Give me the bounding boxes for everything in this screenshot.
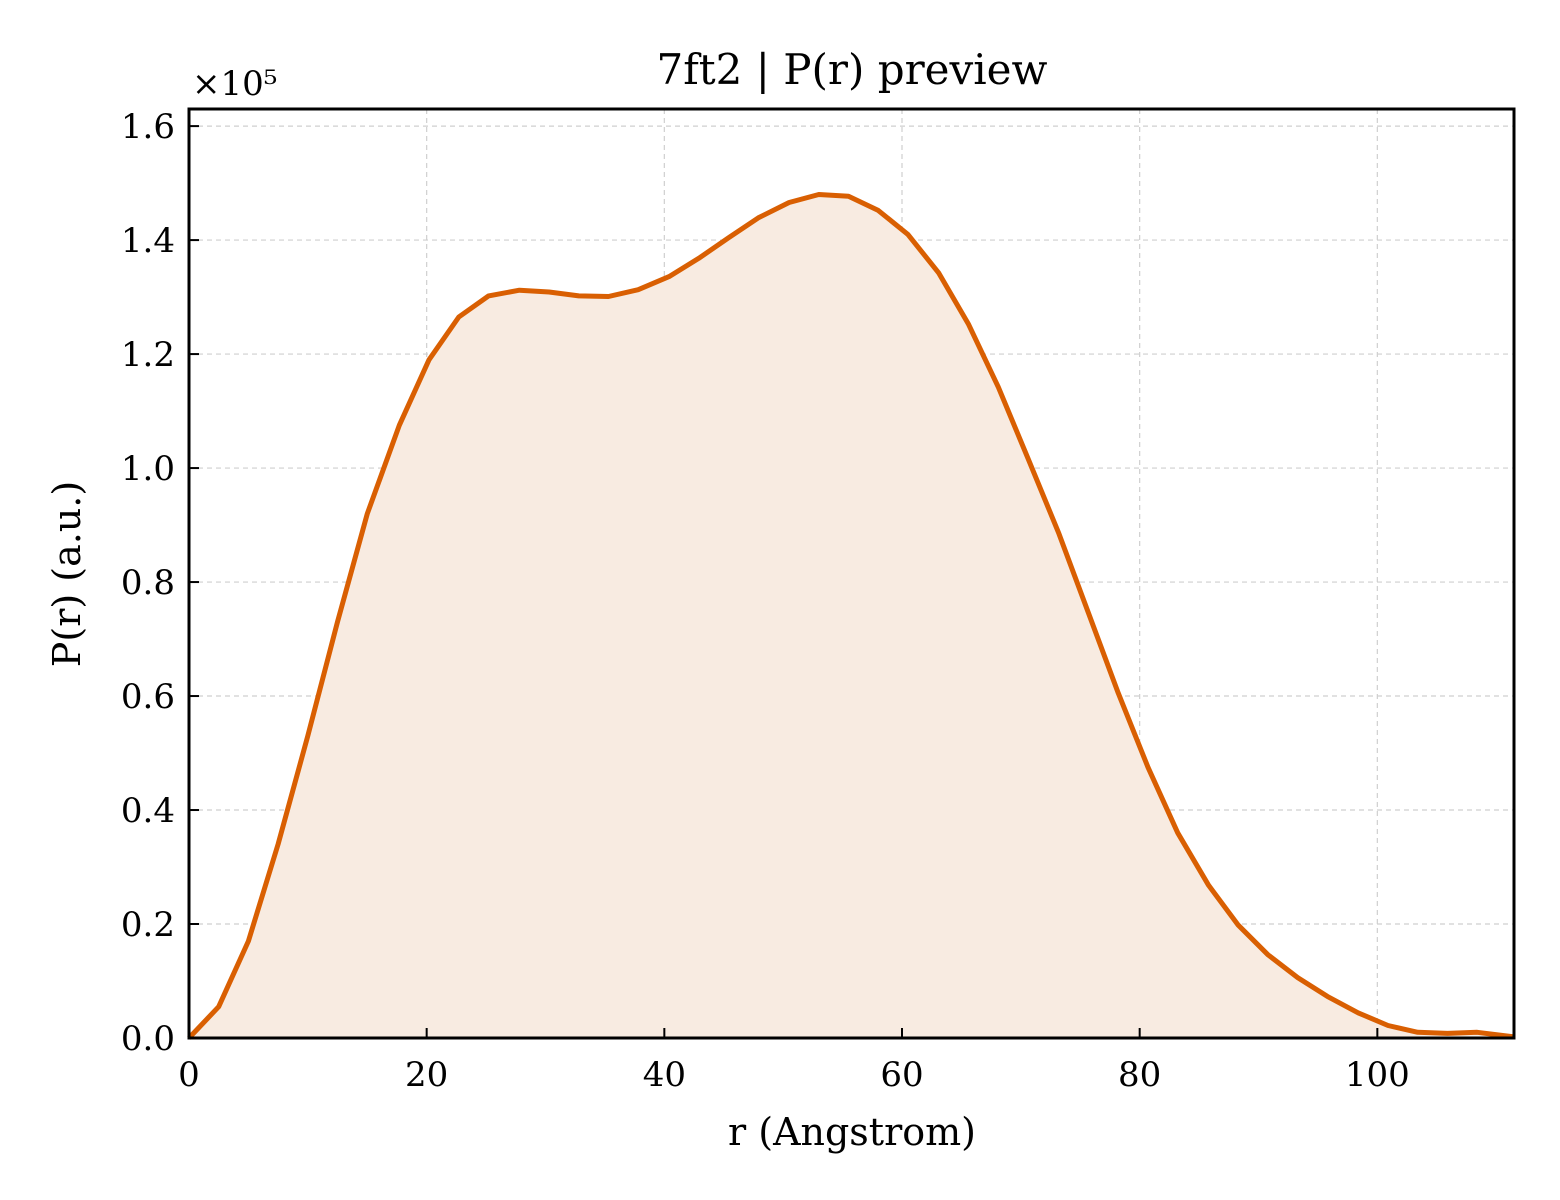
y-tick-label: 0.8 xyxy=(121,563,175,603)
y-tick-label: 1.0 xyxy=(121,449,175,489)
x-tick-label: 40 xyxy=(643,1055,686,1095)
x-axis-label: r (Angstrom) xyxy=(728,1110,976,1154)
y-tick-label: 1.2 xyxy=(121,335,175,375)
x-tick-labels: 0 20 40 60 80 100 xyxy=(178,1055,1410,1095)
x-tick-label: 20 xyxy=(405,1055,448,1095)
x-tick-label: 80 xyxy=(1118,1055,1161,1095)
area-fill xyxy=(189,194,1514,1038)
plot-frame xyxy=(187,107,1516,1040)
x-tick-label: 100 xyxy=(1345,1055,1410,1095)
series-line xyxy=(187,192,1515,1040)
chart-title: 7ft2 | P(r) preview xyxy=(657,45,1048,94)
y-tick-label: 1.4 xyxy=(121,221,175,261)
y-tick-labels: 0.0 0.2 0.4 0.6 0.8 1.0 1.2 1.4 1.6 xyxy=(121,107,175,1059)
y-offset-label: ×10⁵ xyxy=(192,64,277,104)
y-tick-label: 1.6 xyxy=(121,107,175,147)
y-tick-label: 0.6 xyxy=(121,677,175,717)
y-tick-label: 0.4 xyxy=(121,791,175,831)
x-tick-label: 60 xyxy=(880,1055,923,1095)
y-tick-label: 0.2 xyxy=(121,905,175,945)
y-tick-label: 0.0 xyxy=(121,1019,175,1059)
x-tick-label: 0 xyxy=(178,1055,200,1095)
y-axis-label: P(r) (a.u.) xyxy=(45,481,89,667)
